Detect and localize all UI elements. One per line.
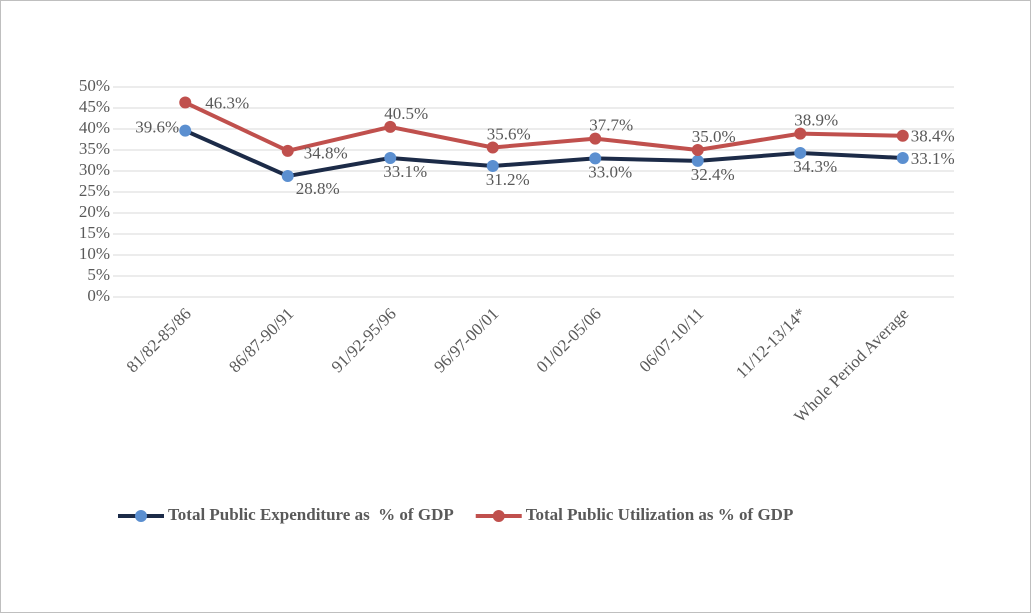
y-tick-label: 15%: [79, 223, 110, 242]
legend-label: Total Public Expenditure as % of GDP: [168, 505, 454, 524]
y-tick-label: 0%: [87, 286, 110, 305]
point: [794, 127, 807, 140]
data-label: 34.3%: [793, 157, 837, 176]
y-tick-label: 50%: [79, 76, 110, 95]
y-tick-label: 40%: [79, 118, 110, 137]
data-label: 33.0%: [588, 162, 632, 181]
y-tick-label: 30%: [79, 160, 110, 179]
y-tick-label: 35%: [79, 139, 110, 158]
point: [691, 154, 704, 167]
point: [486, 141, 499, 154]
data-label: 38.4%: [911, 127, 955, 146]
point: [896, 151, 909, 164]
y-tick-label: 20%: [79, 202, 110, 221]
point: [281, 144, 294, 157]
data-label: 40.5%: [384, 104, 428, 123]
data-label: 38.9%: [794, 111, 838, 130]
data-label: 31.2%: [486, 170, 530, 189]
data-label: 37.7%: [589, 116, 633, 135]
series-line: [184, 100, 903, 153]
y-tick-label: 25%: [79, 181, 110, 200]
legend-label: Total Public Utilization as % of GDP: [526, 505, 794, 524]
point: [589, 152, 602, 165]
point: [794, 146, 807, 159]
data-label: 28.8%: [296, 179, 340, 198]
point: [281, 170, 294, 183]
data-label: 39.6%: [135, 118, 179, 137]
data-label: 35.6%: [487, 124, 531, 143]
data-label: 33.1%: [383, 162, 427, 181]
y-tick-label: 5%: [87, 265, 110, 284]
data-label: 46.3%: [205, 93, 249, 112]
legend-marker: [135, 510, 147, 522]
data-label: 33.1%: [911, 149, 955, 168]
legend-marker: [492, 510, 505, 522]
point: [384, 151, 397, 164]
point: [486, 159, 499, 172]
y-tick-label: 45%: [79, 97, 110, 116]
data-label: 35.0%: [692, 127, 736, 146]
point: [179, 96, 192, 109]
y-tick-label: 10%: [79, 244, 110, 263]
series-line: [184, 128, 903, 179]
point: [589, 132, 602, 145]
point: [384, 120, 397, 133]
point: [896, 129, 909, 142]
point: [179, 124, 192, 137]
point: [691, 144, 704, 156]
data-label: 32.4%: [691, 165, 735, 184]
data-label: 34.8%: [304, 144, 348, 163]
